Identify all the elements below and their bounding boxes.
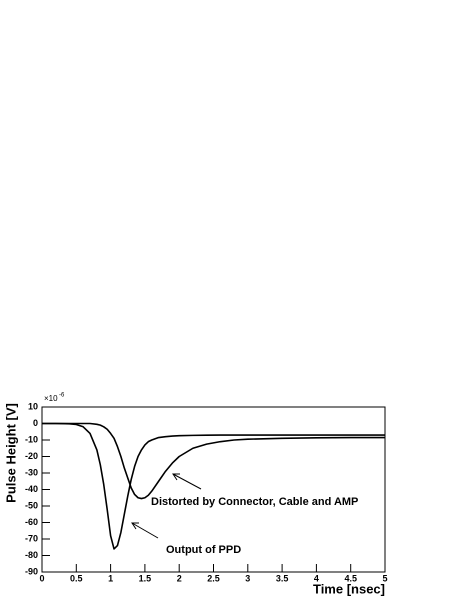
- y-tick-label: -60: [25, 517, 38, 527]
- arrow: [131, 522, 159, 539]
- arrow-head: [131, 522, 139, 530]
- x-tick-label: 2: [177, 573, 182, 583]
- x-tick-label: 1.5: [139, 573, 152, 583]
- arrows: [131, 473, 202, 539]
- x-tick-label: 1: [108, 573, 113, 583]
- y-multiplier-exp: -6: [59, 393, 65, 399]
- x-tick-label: 0: [39, 573, 44, 583]
- y-axis-title: Pulse Height [V]: [3, 403, 18, 503]
- line-series: [42, 422, 385, 500]
- y-tick-label: -80: [25, 550, 38, 560]
- line-series: [42, 422, 385, 550]
- y-tick-label: -90: [25, 566, 38, 576]
- x-tick-label: 5: [382, 573, 387, 583]
- x-tick-label: 4.5: [344, 573, 357, 583]
- x-tick-label: 3: [245, 573, 250, 583]
- y-multiplier: ×10: [44, 394, 58, 403]
- y-tick-label: -10: [25, 434, 38, 444]
- y-tick-label: -20: [25, 451, 38, 461]
- arrow-head: [172, 473, 180, 481]
- x-tick-label: 2.5: [207, 573, 220, 583]
- y-tick-label: -30: [25, 467, 38, 477]
- x-tick-label: 3.5: [276, 573, 289, 583]
- y-tick-label: -70: [25, 533, 38, 543]
- annotation: Distorted by Connector, Cable and AMP: [151, 496, 358, 508]
- annotation: Output of PPD: [166, 544, 241, 556]
- x-tick-label: 4: [314, 573, 319, 583]
- y-tick-label: -50: [25, 500, 38, 510]
- x-axis-title: Time [nsec]: [313, 581, 385, 596]
- y-tick-label: 0: [33, 418, 38, 428]
- arrow: [172, 473, 202, 490]
- x-tick-label: 0.5: [70, 573, 83, 583]
- y-tick-label: -40: [25, 484, 38, 494]
- y-tick-label: 10: [28, 401, 38, 411]
